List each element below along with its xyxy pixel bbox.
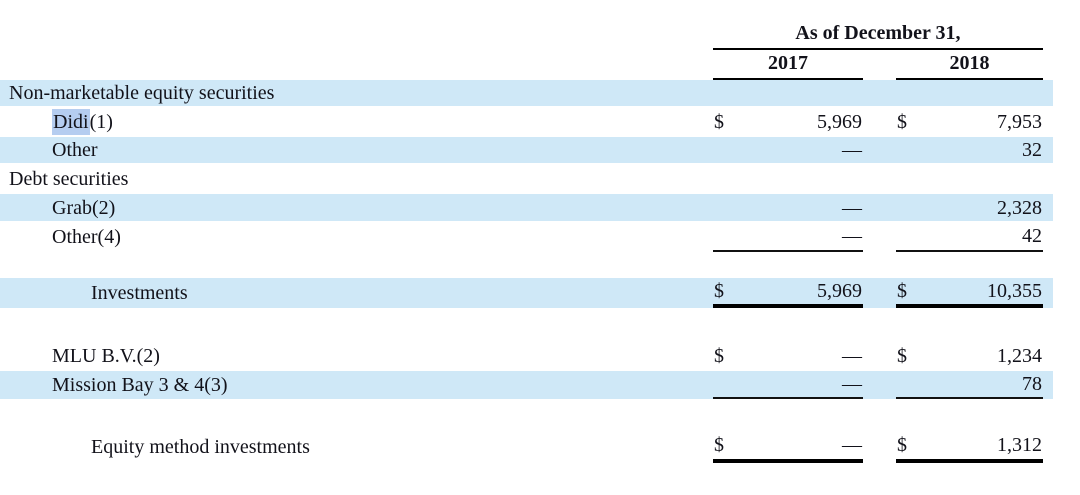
value-2017: —	[842, 433, 862, 456]
value-2017: —	[842, 373, 862, 395]
value-2018: 42	[1022, 224, 1042, 247]
value-2017: 5,969	[817, 110, 862, 133]
row-label: Non-marketable equity securities	[9, 82, 275, 104]
currency-2017: $	[714, 110, 724, 133]
row-label: Didi(1)	[0, 108, 713, 135]
value-2018: 1,312	[997, 433, 1042, 456]
value-2018: 10,355	[987, 280, 1042, 302]
value-2018: 78	[1022, 373, 1042, 395]
currency-2018: $	[897, 280, 907, 302]
row-label: Grab(2)	[52, 196, 116, 219]
currency-2018: $	[897, 433, 907, 456]
selected-text: Didi	[52, 108, 90, 135]
row-label: Mission Bay 3 & 4(3)	[52, 374, 228, 396]
column-header-2018: 2018	[896, 50, 1043, 80]
table-row-grab: Grab(2) — 2,328	[0, 194, 1053, 221]
column-gap	[863, 50, 896, 80]
table-row-other-debt: Other(4) — 42	[0, 221, 1053, 252]
table-row-other-equity: Other — 32	[0, 137, 1053, 163]
value-2017: —	[842, 196, 862, 219]
row-label: Other	[52, 139, 98, 161]
value-2017: —	[842, 224, 862, 247]
table-header: As of December 31, 2017 2018	[0, 22, 1080, 80]
table-row-didi: Didi(1) $5,969 $7,953	[0, 106, 1053, 137]
currency-2017: $	[714, 280, 724, 302]
currency-2017: $	[714, 433, 724, 456]
row-label: Equity method investments	[91, 435, 310, 458]
currency-2018: $	[897, 345, 907, 367]
row-label: MLU B.V.(2)	[52, 345, 160, 367]
row-label: Investments	[91, 282, 188, 304]
column-header-2017: 2017	[713, 50, 863, 80]
table-row-equity-method-total: Equity method investments $ — $1,312	[0, 430, 1053, 463]
value-2017: —	[842, 345, 862, 367]
row-label-suffix: (1)	[89, 110, 113, 133]
value-2018: 2,328	[997, 196, 1042, 219]
table-row-nonmarketable-section: Non-marketable equity securities	[0, 80, 1053, 106]
value-2018: 1,234	[997, 345, 1042, 367]
header-title: As of December 31,	[713, 22, 1043, 50]
currency-2017: $	[714, 345, 724, 367]
value-2017: 5,969	[817, 280, 862, 302]
header-years: 2017 2018	[713, 50, 1043, 80]
currency-2018: $	[897, 110, 907, 133]
value-2018: 32	[1022, 139, 1042, 161]
table-row-mlu: MLU B.V.(2) $ — $1,234	[0, 341, 1053, 371]
value-2017: —	[842, 139, 862, 161]
header-columns: As of December 31, 2017 2018	[713, 22, 1043, 80]
row-label: Debt securities	[9, 167, 129, 190]
header-spacer	[0, 22, 713, 80]
value-2018: 7,953	[997, 110, 1042, 133]
table-row-investments-total: Investments $5,969 $10,355	[0, 278, 1053, 308]
table-row-debt-section: Debt securities	[0, 163, 1053, 194]
table-row-mission-bay: Mission Bay 3 & 4(3) — 78	[0, 371, 1053, 399]
row-label: Other(4)	[52, 225, 121, 248]
